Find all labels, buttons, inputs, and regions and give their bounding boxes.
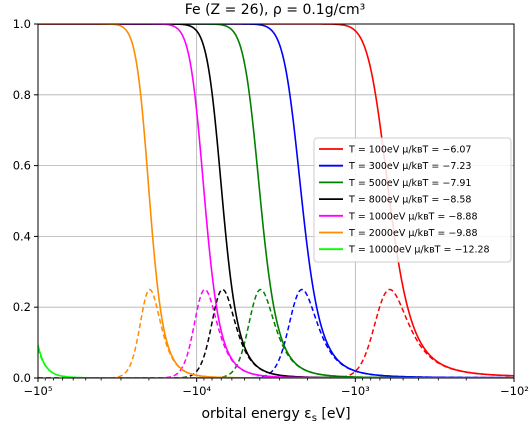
series-line-occupation [38, 344, 514, 378]
legend: T = 100eV μ/kʙT = −6.07 T = 300eV μ/kʙT =… [313, 137, 512, 263]
plot-frame [37, 23, 515, 379]
legend-entry: T = 1000eV μ/kʙT = −8.88 [348, 211, 478, 222]
x-tick-label: −10³ [341, 384, 370, 398]
y-tick-label: 0.2 [13, 300, 31, 314]
y-tick-label: 0.6 [13, 159, 31, 173]
x-tick-label: −10² [500, 384, 529, 398]
x-axis-label: orbital energy εs [eV] [201, 406, 350, 424]
y-tick-label: 0.0 [13, 371, 31, 385]
series-line-derivative [38, 347, 514, 378]
x-axis-title: orbital energy εs [eV] [201, 406, 350, 424]
x-tick-label: −10⁵ [24, 384, 53, 398]
x-tick-label: −10⁴ [182, 384, 211, 398]
legend-entry: T = 800eV μ/kʙT = −8.58 [348, 195, 471, 206]
y-tick-label: 1.0 [13, 17, 31, 31]
y-tick-label: 0.8 [13, 88, 31, 102]
legend-box [313, 137, 512, 263]
legend-entry: T = 300eV μ/kʙT = −7.23 [348, 161, 471, 172]
legend-entry: T = 100eV μ/kʙT = −6.07 [348, 145, 471, 156]
axis-ticks: 0.0 0.2 0.4 0.6 0.8 1.0 −10⁵ −10⁴ −10³ −10² [13, 17, 529, 398]
series-line-occupation [38, 24, 514, 377]
legend-entry: T = 500eV μ/kʙT = −7.91 [348, 178, 471, 189]
legend-entry: T = 2000eV μ/kʙT = −9.88 [348, 228, 478, 239]
y-tick-label: 0.4 [13, 229, 31, 243]
chart-title: Fe (Z = 26), ρ = 0.1g/cm³ [185, 2, 366, 18]
legend-entry: T = 10000eV μ/kʙT = −12.28 [348, 245, 490, 256]
